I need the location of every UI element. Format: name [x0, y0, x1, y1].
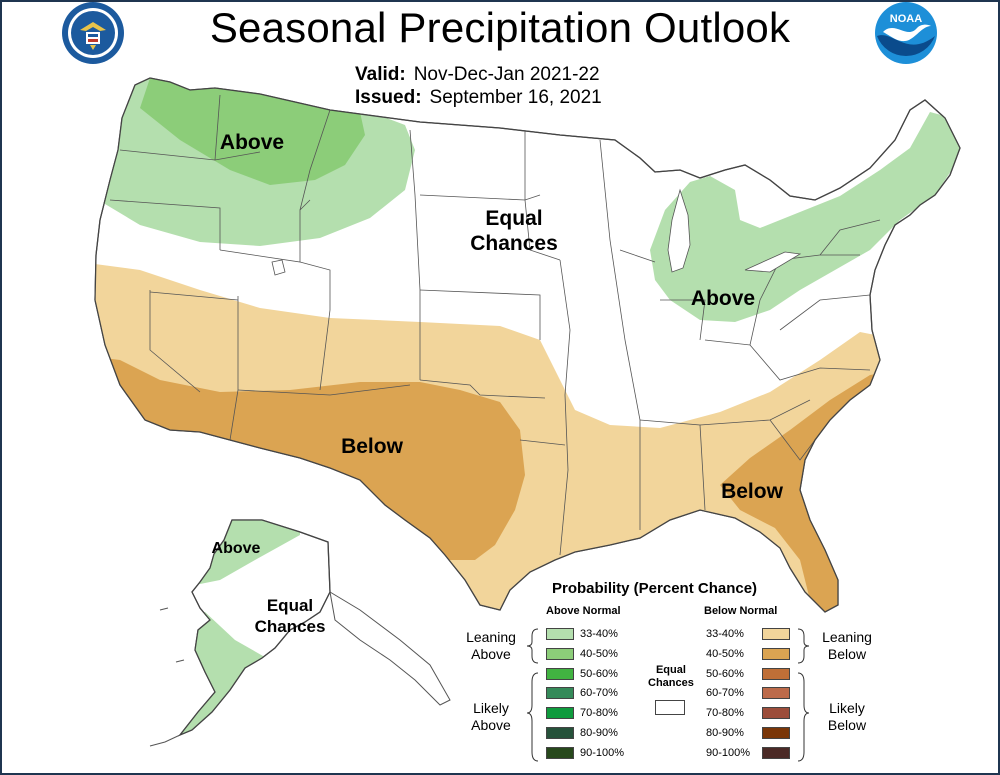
legend-label: 80-90% [580, 727, 618, 739]
above-33-40-great-lakes [650, 112, 960, 322]
legend-swatch [762, 746, 790, 759]
legend-above-row: 33-40% [546, 628, 628, 640]
page-title: Seasonal Precipitation Outlook [209, 4, 791, 51]
legend-label: 90-100% [706, 746, 751, 759]
below-40-50-southwest [95, 355, 525, 560]
brace-likely-below [797, 672, 810, 762]
lake-erie [744, 251, 802, 273]
legend-swatch [762, 727, 790, 739]
legend-above-row: 90-100% [546, 746, 628, 759]
legend-label: 70-80% [580, 707, 618, 720]
valid-value: Nov-Dec-Jan 2021-22 [413, 64, 600, 85]
legend-swatch [546, 746, 574, 759]
equal-line-1: Equal [655, 664, 686, 676]
legend-above-row: 80-90% [546, 727, 628, 739]
legend-likely-below: Likely Below [814, 700, 880, 734]
equal-line-2: Chances [648, 677, 694, 689]
legend-below-header: Below Normal [704, 605, 778, 617]
legend-label: 80-90% [706, 727, 744, 739]
noaa-logo-icon: NOAA [875, 2, 937, 64]
legend-above-row: 70-80% [546, 707, 628, 720]
map-label-below-southeast: Below [721, 480, 784, 503]
legend-below-row: 50-60% [706, 667, 790, 680]
legend-below-row: 70-80% [706, 707, 790, 720]
legend-swatch [762, 687, 790, 700]
legend-label: 40-50% [706, 647, 744, 660]
map-label-equal-chances-2: Chances [470, 232, 558, 255]
legend-swatch [762, 647, 790, 660]
leaning-below-line-2: Below [827, 646, 867, 662]
legend-leaning-above: Leaning Above [460, 629, 522, 663]
legend-equal-chances-label: Equal Chances [648, 664, 694, 690]
commerce-seal-icon [62, 2, 124, 64]
legend-below-row: 80-90% [706, 727, 790, 739]
legend-label: 50-60% [706, 667, 744, 680]
legend-swatch [762, 628, 790, 640]
issued-label: Issued: [355, 87, 422, 108]
legend-label: 33-40% [580, 628, 618, 640]
likely-below-line-2: Below [827, 717, 867, 733]
leaning-below-line-1: Leaning [822, 629, 872, 645]
legend-label: 40-50% [580, 647, 618, 660]
legend-swatch [546, 667, 574, 680]
legend-title: Probability (Percent Chance) [552, 580, 758, 597]
issued-line: Issued: September 16, 2021 [355, 87, 602, 109]
map-label-above-northwest: Above [220, 131, 284, 154]
issued-value: September 16, 2021 [429, 87, 602, 108]
great-salt-lake [271, 259, 286, 276]
legend-swatch [546, 687, 574, 700]
legend-likely-above: Likely Above [460, 700, 522, 734]
legend-above-row: 50-60% [546, 667, 628, 680]
leaning-above-line-2: Above [471, 646, 511, 662]
alaska-panhandle [329, 591, 451, 706]
legend-above-header: Above Normal [546, 605, 621, 617]
legend-swatch [762, 707, 790, 720]
leaning-above-line-1: Leaning [466, 629, 516, 645]
lake-michigan [667, 188, 691, 273]
map-label-above-great-lakes: Above [691, 287, 755, 310]
map-label-equal-chances-1: Equal [485, 207, 542, 230]
legend-below-row: 33-40% [706, 628, 790, 640]
legend-label: 90-100% [580, 746, 625, 759]
legend-swatch [546, 647, 574, 660]
legend-swatch [546, 707, 574, 720]
legend-label: 33-40% [706, 628, 744, 640]
brace-leaning-below [797, 628, 810, 664]
brace-likely-above [526, 672, 539, 762]
legend-label: 70-80% [706, 707, 744, 720]
legend-label: 50-60% [580, 667, 618, 680]
likely-above-line-1: Likely [473, 700, 509, 716]
legend-swatch [546, 727, 574, 739]
map-label-alaska-equal-1: Equal [267, 596, 313, 615]
noaa-logo-text: NOAA [890, 13, 922, 25]
legend-swatch [546, 628, 574, 640]
legend-below-row: 40-50% [706, 647, 790, 660]
legend-above-row: 60-70% [546, 687, 628, 700]
legend-below-row: 90-100% [706, 746, 790, 759]
legend-label: 60-70% [706, 687, 744, 700]
map-label-alaska-equal-2: Chances [255, 617, 326, 636]
state-borders [109, 94, 881, 556]
valid-line: Valid: Nov-Dec-Jan 2021-22 [355, 64, 600, 86]
legend-leaning-below: Leaning Below [814, 629, 880, 663]
alaska-aleutians [149, 607, 185, 747]
likely-below-line-1: Likely [829, 700, 865, 716]
likely-above-line-2: Above [471, 717, 511, 733]
legend-swatch [762, 667, 790, 680]
legend-label: 60-70% [580, 687, 618, 700]
map-label-above-alaska: Above [212, 540, 261, 557]
map-label-below-southwest: Below [341, 435, 404, 458]
legend-below-row: 60-70% [706, 687, 790, 700]
brace-leaning-above [526, 628, 539, 664]
legend-above-row: 40-50% [546, 647, 628, 660]
legend-equal-chances-swatch [655, 700, 685, 715]
valid-label: Valid: [355, 64, 406, 85]
